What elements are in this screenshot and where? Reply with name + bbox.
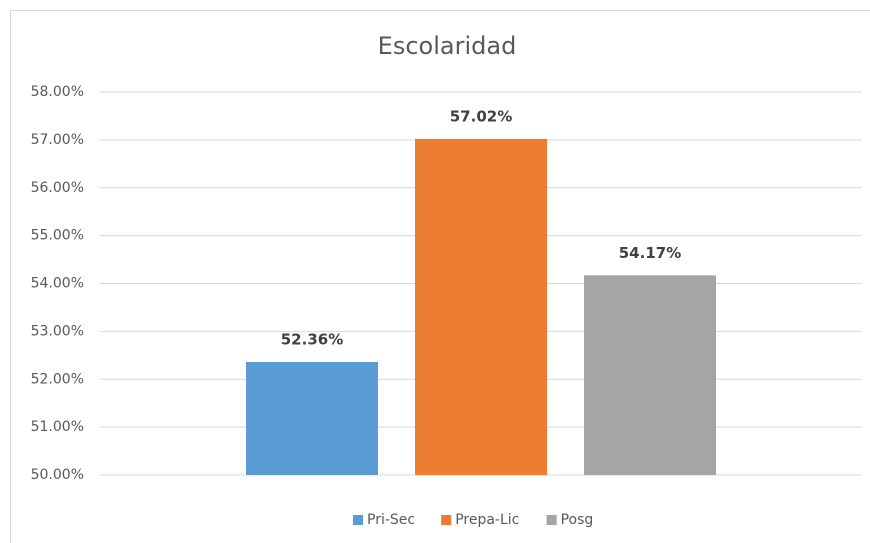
- data-label: 57.02%: [450, 107, 512, 125]
- data-label: 52.36%: [281, 331, 343, 349]
- y-tick-label: 57.00%: [31, 132, 84, 148]
- data-label: 54.17%: [619, 244, 681, 262]
- legend-label: Posg: [561, 512, 594, 528]
- legend-swatch: [546, 515, 557, 525]
- chart-title: Escolaridad: [378, 32, 517, 60]
- legend-swatch: [353, 515, 363, 525]
- y-tick-label: 50.00%: [31, 467, 84, 483]
- y-tick-label: 56.00%: [31, 180, 84, 196]
- bar: [584, 275, 716, 475]
- y-tick-label: 51.00%: [31, 419, 84, 435]
- y-tick-label: 53.00%: [31, 323, 84, 339]
- y-tick-label: 54.00%: [31, 276, 84, 292]
- chart-border: [10, 10, 870, 543]
- bar: [246, 362, 378, 475]
- y-tick-label: 58.00%: [31, 84, 84, 100]
- y-tick-label: 52.00%: [31, 371, 84, 387]
- legend-label: Prepa-Lic: [455, 512, 519, 528]
- bar: [415, 138, 547, 476]
- y-tick-label: 55.00%: [31, 228, 84, 244]
- legend-label: Pri-Sec: [367, 512, 415, 528]
- legend-swatch: [441, 515, 452, 525]
